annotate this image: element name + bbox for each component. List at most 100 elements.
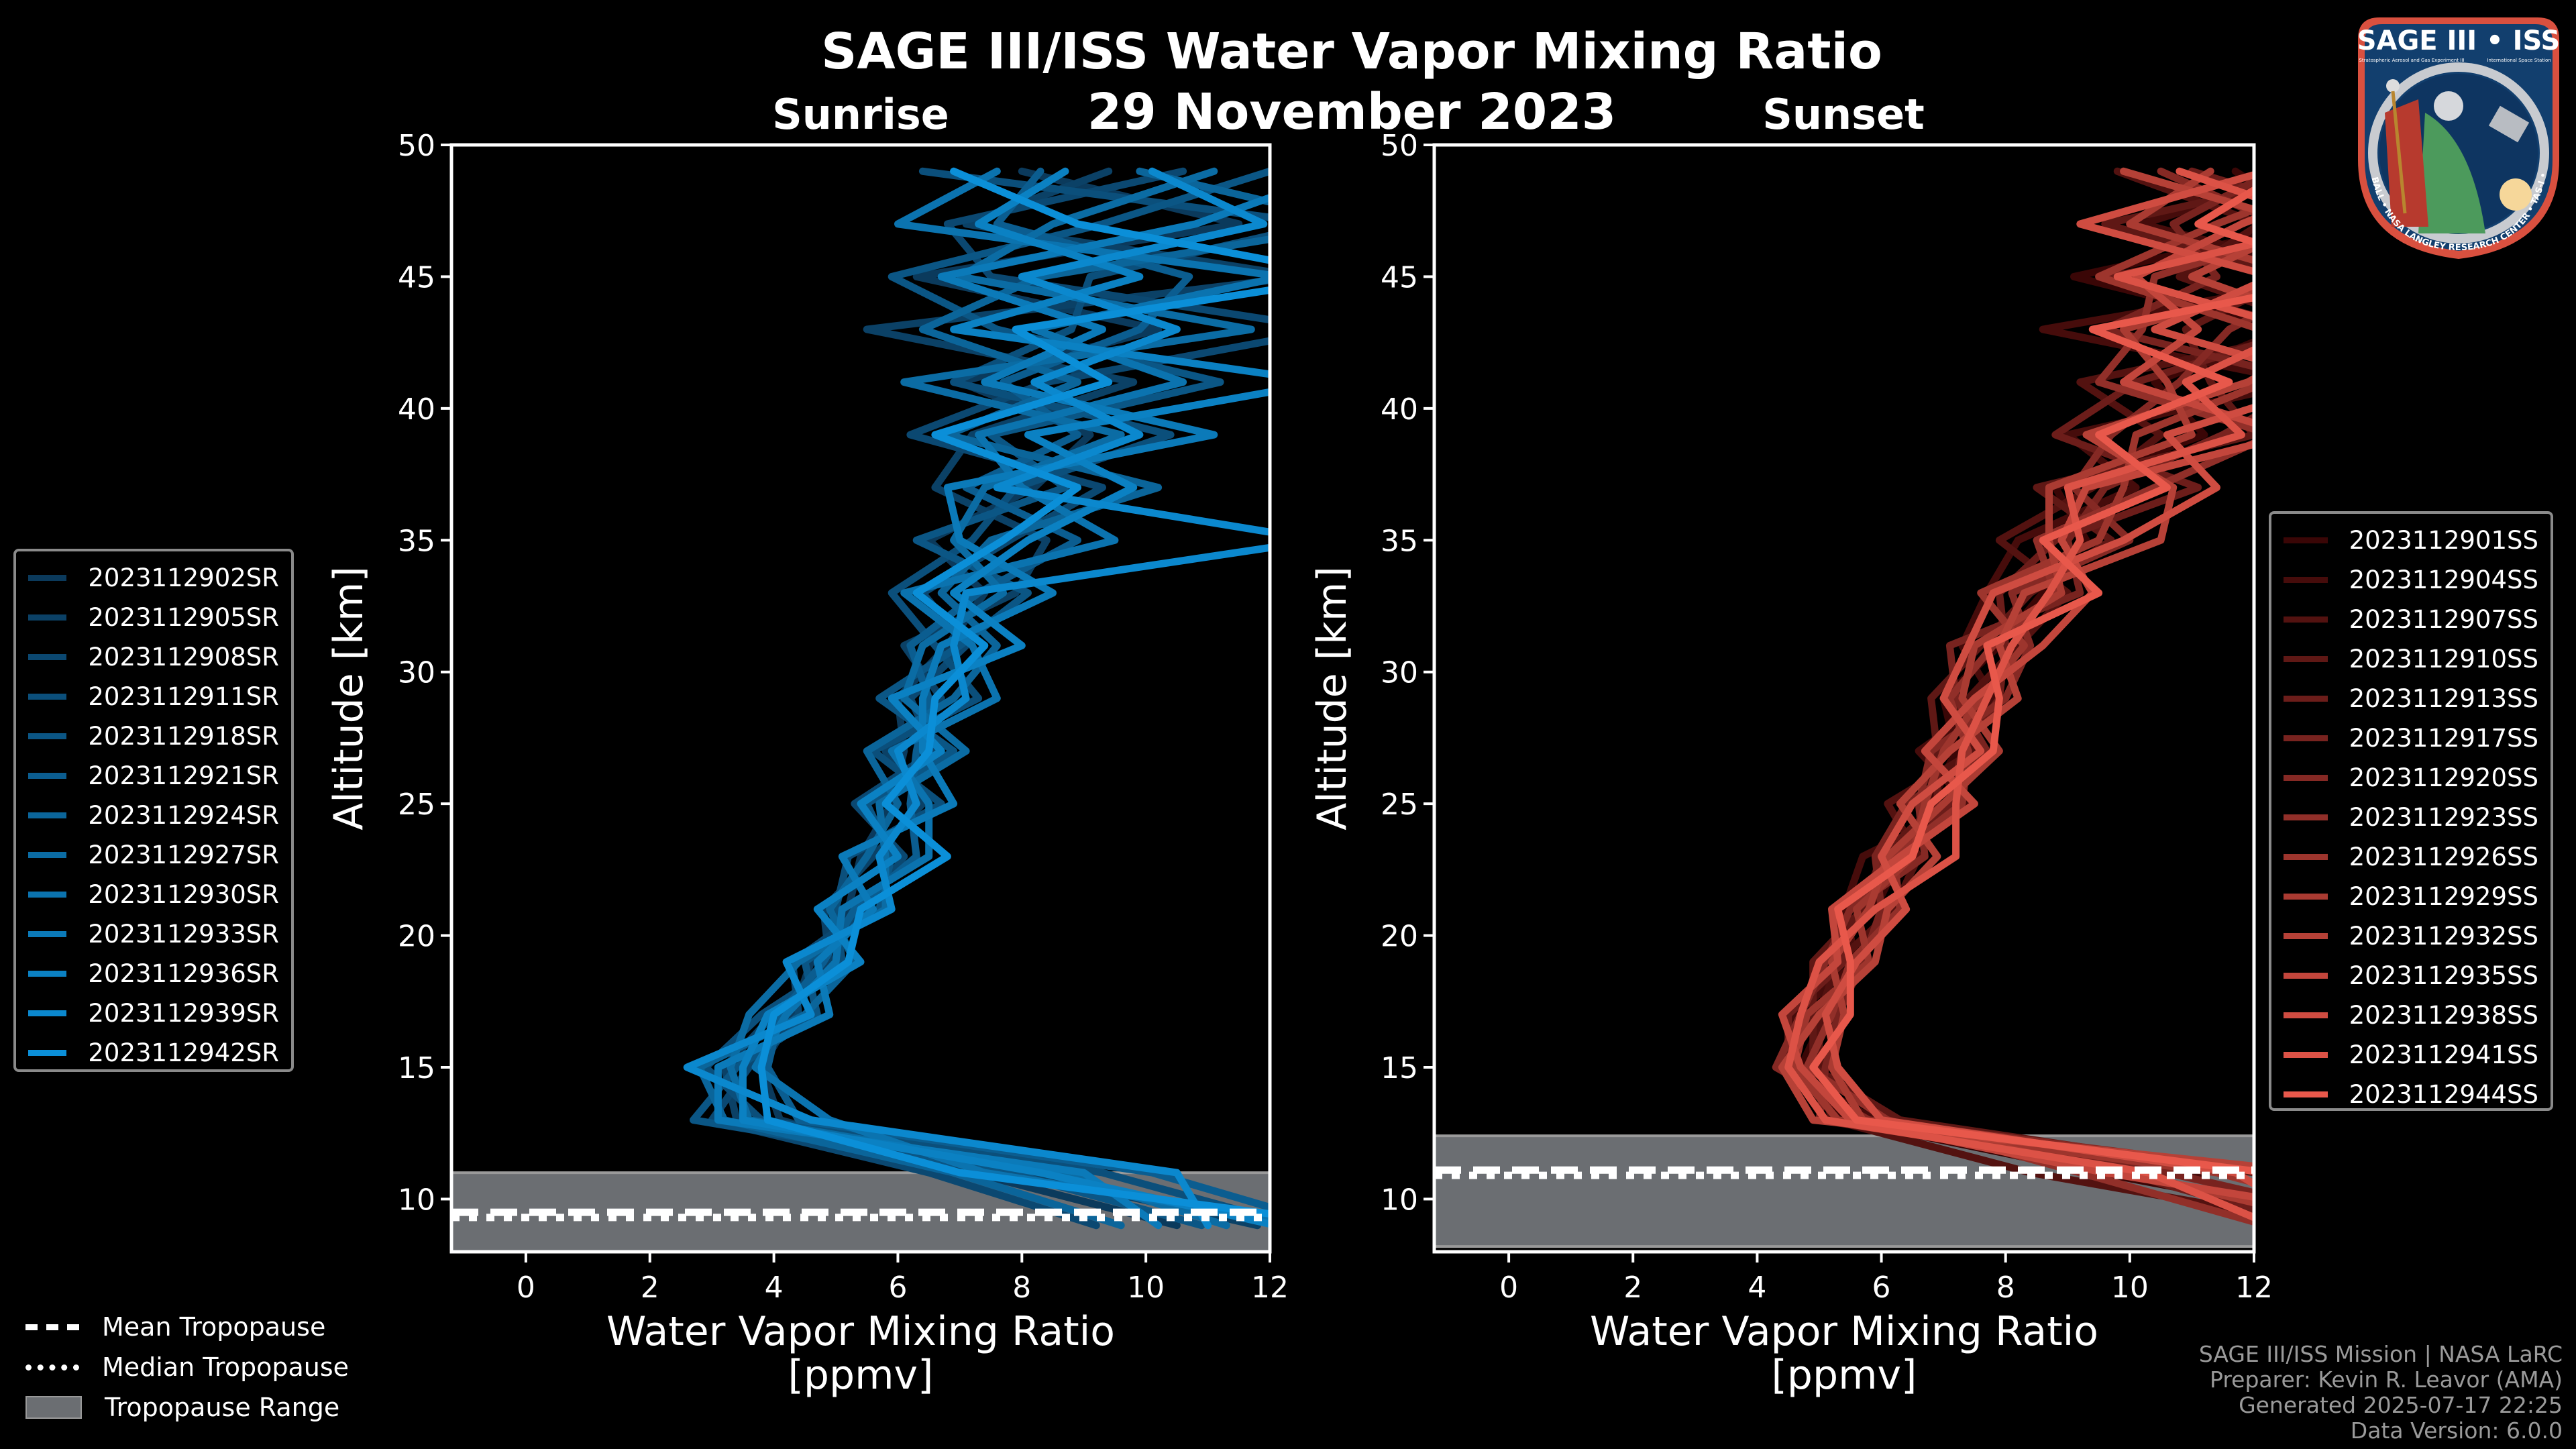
legend-mean-tropopause: Mean Tropopause [25, 1307, 349, 1347]
dotted-line-swatch [25, 1364, 79, 1371]
x-tick-label: 0 [1499, 1271, 1518, 1305]
profile-line-2023112944SS [1809, 185, 2254, 1175]
x-tick-label: 2 [641, 1271, 659, 1305]
x-tick-label: 8 [1012, 1271, 1031, 1305]
tropopause-legend: Mean Tropopause Median Tropopause Tropop… [25, 1307, 349, 1428]
legend-item: 2023112920SS [2284, 758, 2538, 798]
legend-label: 2023112944SS [2349, 1080, 2538, 1109]
legend-swatch [28, 773, 67, 779]
legend-item: 2023112942SR [28, 1033, 279, 1073]
legend-label: 2023112926SS [2349, 843, 2538, 871]
legend-label: 2023112911SR [88, 682, 279, 711]
x-tick-label: 6 [1872, 1271, 1891, 1305]
legend-swatch [28, 852, 67, 858]
legend-item: 2023112918SR [28, 716, 279, 756]
legend-swatch [28, 654, 67, 660]
y-tick-label: 15 [1381, 1051, 1418, 1085]
legend-label: 2023112930SR [88, 880, 279, 909]
legend-swatch [2284, 656, 2328, 662]
legend-swatch [2284, 973, 2328, 979]
x-axis-units: [ppmv] [1772, 1352, 1917, 1399]
profile-line-2023112941SS [1784, 167, 2254, 1222]
y-tick-label: 20 [1381, 920, 1418, 954]
sunrise-legend: 2023112902SR 2023112905SR 2023112908SR 2023… [13, 549, 294, 1072]
y-tick-label: 10 [398, 1183, 435, 1217]
legend-swatch [2284, 933, 2328, 939]
legend-swatch [28, 614, 67, 621]
legend-swatch [2284, 577, 2328, 583]
plot-area [1434, 167, 2254, 1248]
x-tick-label: 4 [765, 1271, 784, 1305]
x-axis-label: Water Vapor Mixing Ratio [606, 1308, 1115, 1355]
legend-item: 2023112902SR [28, 558, 279, 598]
legend-swatch [2284, 1091, 2328, 1097]
y-tick-label: 15 [398, 1051, 435, 1085]
x-tick-label: 12 [1251, 1271, 1289, 1305]
logo-title: SAGE III • ISS [2357, 25, 2561, 56]
legend-swatch [28, 931, 67, 937]
profile-line-2023112938SS [1821, 170, 2254, 1189]
legend-label: Mean Tropopause [102, 1312, 326, 1342]
legend-item: 2023112907SS [2284, 600, 2538, 639]
profile-line-2023112942SR [757, 167, 1270, 1218]
legend-label: 2023112913SS [2349, 684, 2538, 713]
legend-swatch [2284, 735, 2328, 741]
sunrise-plot: 0 2 4 6 8 10 12 10 15 20 25 30 35 40 45 50 Water Vapor M… [325, 129, 1289, 1399]
legend-swatch [28, 1010, 67, 1016]
legend-item: 2023112938SS [2284, 996, 2538, 1035]
legend-swatch [2284, 894, 2328, 900]
x-tick-label: 10 [2111, 1271, 2149, 1305]
sage-iii-iss-mission-logo: SAGE III • ISS Stratospheric Aerosol and… [2345, 12, 2561, 259]
dashed-line-swatch [25, 1324, 79, 1330]
legend-item: 2023112930SR [28, 875, 279, 914]
legend-label: 2023112908SR [88, 643, 279, 672]
plot-area [451, 167, 1270, 1252]
legend-label: 2023112942SR [88, 1038, 279, 1067]
legend-item: 2023112911SR [28, 677, 279, 716]
legend-label: 2023112902SR [88, 564, 279, 592]
legend-label: 2023112938SS [2349, 1001, 2538, 1030]
y-tick-label: 40 [1381, 392, 1418, 427]
legend-tropopause-range: Tropopause Range [25, 1387, 349, 1428]
y-tick-label: 30 [398, 656, 435, 690]
legend-label: 2023112924SR [88, 801, 279, 830]
legend-item: 2023112924SR [28, 796, 279, 835]
legend-label: 2023112910SS [2349, 645, 2538, 674]
y-tick-label: 20 [398, 920, 435, 954]
x-tick-label: 4 [1748, 1271, 1766, 1305]
legend-item: 2023112936SR [28, 954, 279, 994]
logo-subtitle-right: International Space Station [2487, 58, 2551, 63]
legend-item: 2023112932SS [2284, 916, 2538, 956]
profile-line-2023112904SS [1778, 184, 2254, 1212]
legend-item: 2023112904SS [2284, 560, 2538, 600]
x-tick-label: 8 [1996, 1271, 2015, 1305]
legend-swatch [2284, 537, 2328, 543]
x-tick-label: 10 [1127, 1271, 1165, 1305]
sunrise-panel-title: Sunrise [772, 90, 949, 139]
sunset-legend: 2023112901SS 2023112904SS 2023112907SS 2023… [2269, 511, 2553, 1111]
chart-date: 29 November 2023 [1087, 83, 1617, 141]
legend-swatch [2284, 854, 2328, 860]
legend-item: 2023112913SS [2284, 679, 2538, 718]
legend-label: 2023112941SS [2349, 1040, 2538, 1069]
y-tick-label: 25 [398, 788, 435, 822]
y-tick-label: 10 [1381, 1183, 1418, 1217]
legend-item: 2023112941SS [2284, 1035, 2538, 1075]
y-tick-label: 30 [1381, 656, 1418, 690]
y-tick-label: 50 [1381, 129, 1418, 163]
legend-swatch [28, 892, 67, 898]
legend-label: 2023112933SR [88, 920, 279, 949]
sunset-panel-title: Sunset [1762, 90, 1925, 139]
legend-swatch [28, 694, 67, 700]
legend-swatch [28, 971, 67, 977]
legend-swatch [2284, 775, 2328, 781]
legend-label: 2023112904SS [2349, 566, 2538, 594]
legend-item: 2023112929SS [2284, 877, 2538, 916]
logo-subtitle-left: Stratospheric Aerosol and Gas Experiment… [2359, 58, 2464, 63]
legend-label: 2023112921SR [88, 761, 279, 790]
x-tick-label: 6 [888, 1271, 907, 1305]
legend-label: 2023112932SS [2349, 922, 2538, 951]
x-axis-label: Water Vapor Mixing Ratio [1590, 1308, 2098, 1355]
credit-preparer: Preparer: Kevin R. Leavor (AMA) [2210, 1366, 2563, 1393]
legend-swatch [28, 1050, 67, 1056]
